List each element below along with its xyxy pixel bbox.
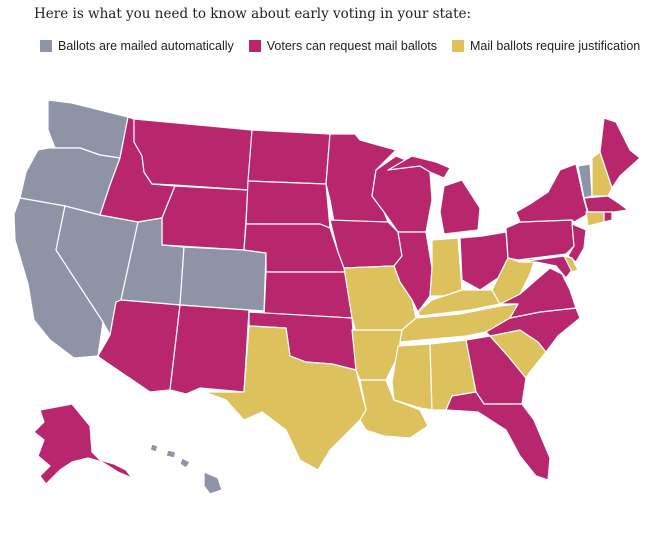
state-la <box>359 379 429 439</box>
state-nd <box>247 129 331 185</box>
legend-item-request-mail: Voters can request mail ballots <box>248 39 438 53</box>
legend-swatch-mailed-automatically <box>40 40 52 52</box>
state-co <box>179 246 267 312</box>
state-ks <box>263 271 353 319</box>
state-in <box>429 237 463 297</box>
state-il <box>393 231 433 313</box>
state-me <box>599 117 641 189</box>
legend-swatch-request-mail <box>248 40 261 52</box>
state-ct <box>585 211 605 227</box>
map-legend: Ballots are mailed automatically Voters … <box>40 39 655 53</box>
legend-item-mailed-automatically: Ballots are mailed automatically <box>40 39 234 53</box>
state-nm <box>169 304 250 395</box>
state-va <box>499 267 577 319</box>
state-nh <box>591 151 613 197</box>
legend-swatch-require-justification <box>452 40 465 52</box>
state-ky <box>417 289 501 317</box>
state-tx <box>203 325 367 471</box>
state-ia <box>329 219 403 269</box>
state-sd <box>245 180 331 229</box>
legend-label-require-justification: Mail ballots require justification <box>470 39 641 53</box>
state-mt <box>133 118 253 191</box>
state-ak <box>33 403 133 485</box>
state-ms <box>391 343 433 411</box>
state-pa <box>505 219 575 261</box>
map-heading: Here is what you need to know about earl… <box>34 6 472 22</box>
state-mi <box>387 155 481 235</box>
state-fl <box>445 391 551 481</box>
legend-item-require-justification: Mail ballots require justification <box>452 39 640 53</box>
state-nj <box>567 223 587 263</box>
legend-label-mailed-automatically: Ballots are mailed automatically <box>58 39 234 53</box>
legend-label-request-mail: Voters can request mail ballots <box>266 39 438 53</box>
state-wy <box>161 185 249 251</box>
state-de <box>563 255 579 273</box>
state-ny <box>515 163 589 223</box>
state-hi <box>149 443 223 495</box>
state-ma <box>583 195 629 213</box>
state-ri <box>603 211 613 223</box>
